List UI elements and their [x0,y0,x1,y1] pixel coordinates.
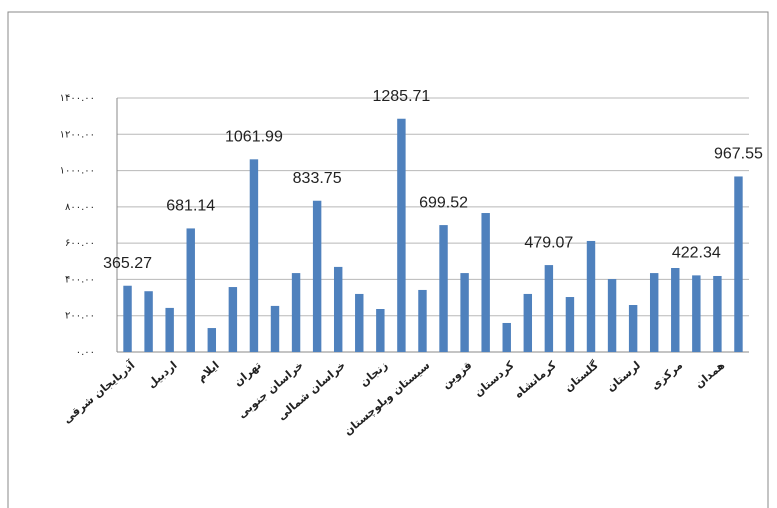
value-label: 1061.99 [225,129,283,146]
bar [544,265,554,352]
value-label: 422.34 [672,245,721,262]
y-tick-label: ۱۴۰۰.۰۰ [60,93,95,104]
bar [523,293,533,352]
bar [376,309,385,352]
bar [418,289,427,352]
value-label: 1285.71 [372,88,430,105]
bar [397,118,406,352]
y-tick-label: ۲۰۰.۰۰ [65,311,95,322]
bar [713,275,722,352]
y-tick-label: ۱۲۰۰.۰۰ [60,129,95,140]
bar [607,279,617,352]
bar [460,273,469,352]
value-label: 479.07 [524,234,573,251]
value-label: 833.75 [293,170,342,187]
bar [312,200,322,352]
bar [586,240,596,352]
bar [228,287,238,352]
bar [355,293,364,352]
bar [439,225,448,352]
bar [291,273,301,352]
y-tick-label: ۱۰۰۰.۰۰ [60,166,95,177]
chart-frame [7,11,769,508]
bar [692,275,701,352]
bar [502,322,511,352]
bar [123,285,132,352]
y-tick-label: ۸۰۰.۰۰ [65,202,95,213]
bar [671,267,680,352]
value-label: 699.52 [419,194,468,211]
y-tick-label: ۴۰۰.۰۰ [65,274,95,285]
bar [207,328,217,352]
bar [649,273,659,352]
bar [628,305,638,352]
bar [249,159,259,352]
bar [333,266,343,352]
bar [565,297,575,352]
bar [165,307,174,352]
bar [734,176,743,352]
y-tick-label: ۶۰۰.۰۰ [65,238,95,249]
bar [481,213,490,352]
bar [186,228,195,352]
y-tick-label: ۰.۰۰ [76,347,95,358]
bar [270,305,280,352]
bar [144,291,153,352]
value-label: 365.27 [103,255,152,272]
value-label: 681.14 [166,198,215,215]
value-label: 967.55 [714,146,763,163]
